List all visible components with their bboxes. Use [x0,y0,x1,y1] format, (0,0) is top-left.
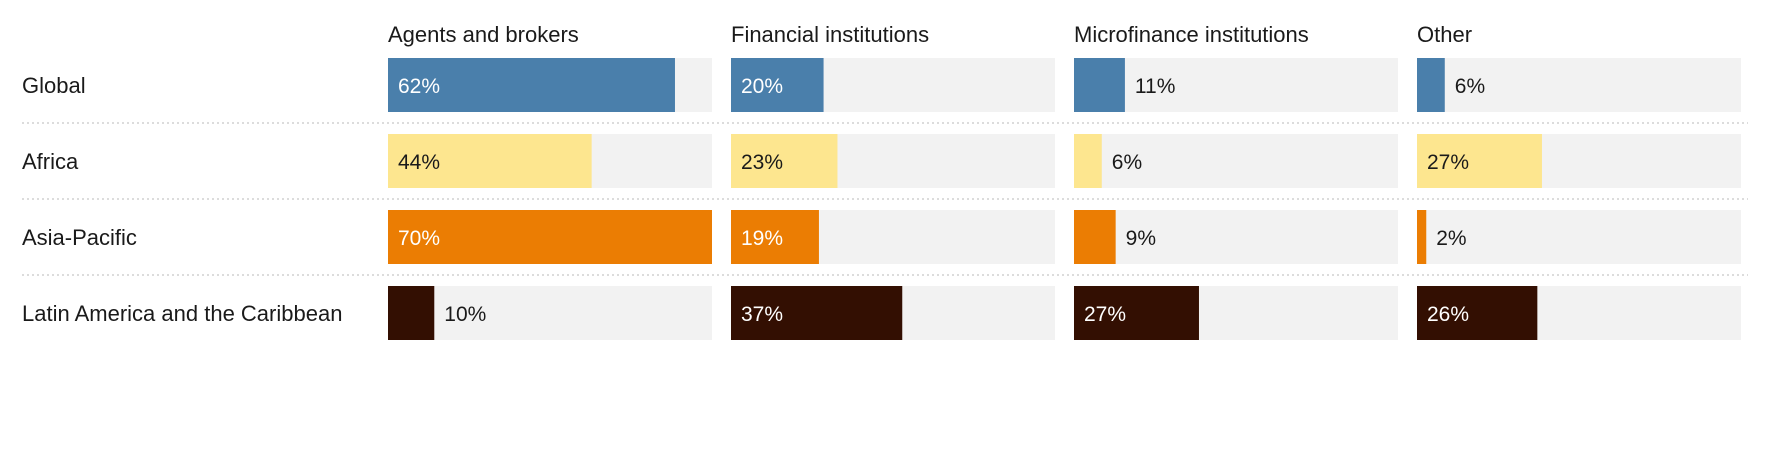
row-label: Global [22,73,86,98]
bar [1417,134,1542,188]
row-label: Asia-Pacific [22,225,137,250]
column-headers: Agents and brokers Financial institutions… [388,22,1472,47]
bar [388,58,675,112]
bar [1074,210,1116,264]
data-label: 2% [1436,227,1466,250]
data-label: 6% [1455,75,1485,98]
chart-rows: Global 62% 20% 11% 6% Africa 44% 23% 6% 27% Asia-P… [22,58,1748,340]
bar-track [1417,210,1741,264]
data-label: 26% [1427,303,1469,326]
data-label: 70% [398,227,440,250]
bar [388,134,592,188]
data-label: 6% [1112,151,1142,174]
row-label: Africa [22,149,79,174]
row-label: Latin America and the Caribbean [22,301,342,326]
row-latin-america-and-the-caribbean: Latin America and the Caribbean 10% 37% 27%… [22,286,1741,340]
bar [731,286,903,340]
bar [731,134,838,188]
column-header-other: Other [1417,22,1472,47]
row-africa: Africa 44% 23% 6% 27% [22,134,1741,188]
data-label: 11% [1135,75,1175,98]
bar [731,58,824,112]
column-header-agents-and-brokers: Agents and brokers [388,22,579,47]
bar [731,210,819,264]
data-label: 19% [741,227,783,250]
bar [1417,210,1427,264]
bar [388,286,435,340]
bar-track [1417,58,1741,112]
column-header-microfinance-institutions: Microfinance institutions [1074,22,1309,47]
data-label: 62% [398,75,440,98]
data-label: 10% [444,303,486,326]
row-asia-pacific: Asia-Pacific 70% 19% 9% 2% [22,210,1741,264]
bar-track [1074,210,1398,264]
row-global: Global 62% 20% 11% 6% [22,58,1741,112]
bar-track [388,286,712,340]
bar [1417,286,1538,340]
data-label: 27% [1427,151,1469,174]
data-label: 20% [741,75,783,98]
bar-track [1074,134,1398,188]
bar [1074,58,1125,112]
data-label: 23% [741,151,783,174]
bar [1074,134,1102,188]
data-label: 37% [741,303,783,326]
bar [1417,58,1445,112]
bar [388,210,712,264]
bar-track [1074,58,1398,112]
data-label: 27% [1084,303,1126,326]
data-label: 9% [1126,227,1156,250]
bar [1074,286,1199,340]
column-header-financial-institutions: Financial institutions [731,22,929,47]
data-label: 44% [398,151,440,174]
